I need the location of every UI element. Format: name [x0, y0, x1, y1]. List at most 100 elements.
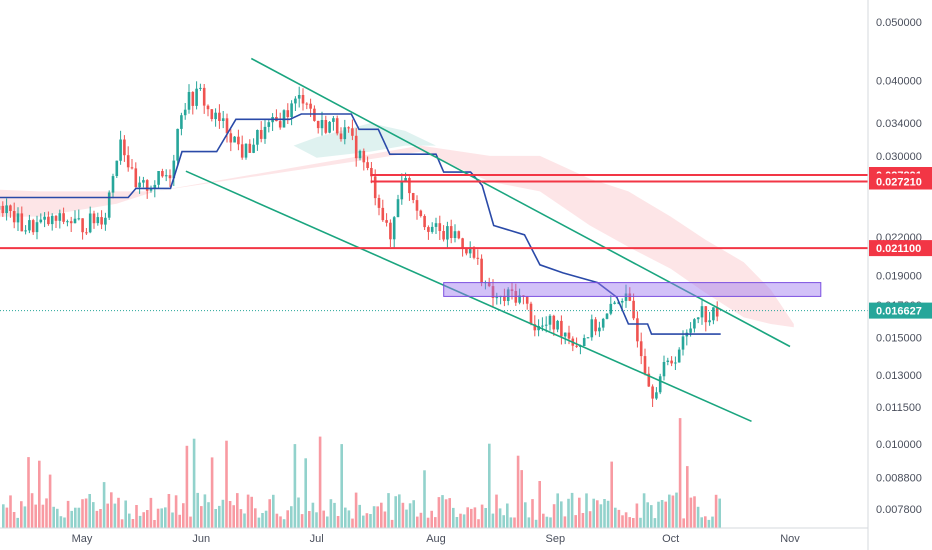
volume-bar: [185, 445, 189, 528]
volume-bar: [498, 508, 502, 528]
volume-bar: [124, 500, 127, 528]
candle-body: [651, 386, 654, 399]
candle-body: [655, 392, 658, 399]
candle-body: [434, 223, 438, 227]
x-tick-label: Oct: [662, 533, 679, 545]
volume-bar: [398, 494, 401, 528]
volume-bar: [311, 502, 315, 528]
candle-body: [199, 87, 202, 89]
candle-body: [104, 217, 107, 225]
x-tick-label: Jul: [310, 533, 324, 545]
candle-body: [50, 215, 54, 225]
volume-bar: [488, 443, 491, 528]
candle-body: [351, 128, 354, 136]
candle-body: [465, 248, 468, 254]
candle-body: [347, 127, 350, 129]
volume-bar: [714, 494, 718, 528]
candle-body: [343, 127, 347, 140]
volume-bar: [34, 504, 37, 528]
volume-bar: [394, 496, 397, 528]
volume-bar: [642, 493, 646, 528]
volume-bar: [549, 517, 552, 528]
candle-body: [601, 318, 605, 328]
volume-bar: [66, 500, 70, 528]
volume-bar: [441, 495, 444, 528]
x-tick-label: Aug: [426, 533, 446, 545]
volume-bar: [617, 509, 621, 528]
volume-bar: [588, 511, 592, 528]
volume-bar: [632, 518, 635, 528]
volume-bar: [578, 497, 581, 528]
candle-body: [24, 230, 27, 232]
volume-bar: [718, 498, 721, 528]
candle-body: [373, 176, 377, 199]
candle-body: [396, 199, 400, 218]
candle-body: [681, 336, 685, 350]
volume-bar: [570, 492, 574, 528]
volume-bar: [592, 498, 595, 528]
candle-body: [715, 307, 719, 317]
volume-bar: [390, 519, 394, 528]
candle-body: [442, 231, 445, 240]
candle-body: [221, 118, 225, 121]
volume-bar: [9, 495, 12, 528]
volume-bar: [585, 493, 588, 528]
volume-bar: [552, 504, 556, 528]
candle-body: [689, 328, 692, 333]
volume-bar: [491, 513, 495, 528]
volume-bar: [707, 519, 711, 528]
candle-body: [66, 221, 69, 223]
x-tick-label: Jun: [192, 533, 210, 545]
candle-body: [267, 122, 271, 127]
candle-body: [202, 87, 206, 106]
volume-bar: [426, 517, 430, 528]
candle-body: [518, 295, 521, 303]
volume-bar: [434, 517, 437, 528]
volume-bar: [70, 510, 73, 528]
volume-bar: [236, 493, 239, 528]
volume-bar: [459, 513, 462, 528]
candle-body: [457, 231, 461, 239]
volume-bar: [344, 507, 347, 528]
candle-body: [354, 135, 358, 159]
candle-body: [510, 289, 514, 291]
volume-bar: [48, 474, 52, 528]
volume-bar: [686, 466, 689, 528]
volume-bar: [290, 506, 293, 528]
volume-bar: [470, 508, 473, 528]
volume-bar: [110, 492, 113, 528]
candle-body: [400, 180, 404, 200]
volume-bar: [322, 510, 325, 528]
candle-body: [582, 338, 586, 346]
volume-bar: [164, 507, 167, 528]
candle-body: [320, 120, 324, 129]
volume-bar: [466, 507, 469, 528]
candle-body: [107, 192, 111, 218]
volume-bar: [473, 507, 477, 528]
candle-body: [332, 118, 335, 122]
volume-bar: [200, 506, 203, 528]
channel-upper-line[interactable]: [250, 57, 791, 348]
candle-body: [130, 167, 134, 169]
candle-body: [552, 315, 556, 330]
candle-body: [115, 160, 119, 176]
volume-bar: [477, 519, 480, 528]
volume-bar: [74, 507, 77, 528]
y-tick-label: 0.040000: [876, 76, 922, 88]
candle-body: [305, 103, 309, 105]
candle-body: [548, 315, 552, 325]
x-tick-label: Sep: [546, 533, 566, 545]
candle-body: [286, 110, 290, 117]
volume-bar: [41, 504, 45, 528]
volume-bar: [700, 517, 703, 528]
candle-body: [138, 182, 141, 188]
candle-body: [92, 213, 96, 224]
resistance-zone[interactable]: [443, 282, 822, 297]
volume-bar: [462, 514, 466, 528]
volume-bar: [542, 513, 545, 528]
volume-bar: [84, 498, 88, 528]
volume-bar: [23, 506, 27, 528]
candle-body: [324, 120, 328, 133]
